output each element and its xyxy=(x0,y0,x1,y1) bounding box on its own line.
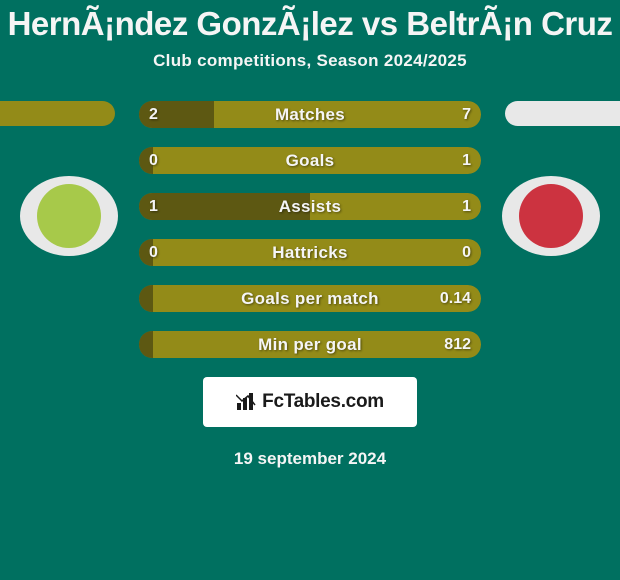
stat-label: Goals xyxy=(139,147,481,174)
club-crest-left-inner xyxy=(37,184,101,248)
comparison-content: 27Matches 01Goals 11Assists 00Hattricks 0.14… xyxy=(0,101,620,358)
stat-row: 0.14Goals per match xyxy=(139,285,481,312)
stat-label: Min per goal xyxy=(139,331,481,358)
watermark: FcTables.com xyxy=(203,377,417,427)
club-crest-right xyxy=(502,176,600,256)
stat-label: Assists xyxy=(139,193,481,220)
stat-row: 27Matches xyxy=(139,101,481,128)
comparison-subtitle: Club competitions, Season 2024/2025 xyxy=(0,51,620,71)
stat-bars: 27Matches 01Goals 11Assists 00Hattricks 0.14… xyxy=(139,101,481,358)
chart-bar-icon xyxy=(236,393,258,411)
comparison-date: 19 september 2024 xyxy=(0,449,620,469)
stat-row: 00Hattricks xyxy=(139,239,481,266)
player-shape-left xyxy=(0,101,115,126)
stat-label: Goals per match xyxy=(139,285,481,312)
club-crest-left xyxy=(20,176,118,256)
watermark-text: FcTables.com xyxy=(262,391,384,413)
stat-row: 01Goals xyxy=(139,147,481,174)
club-crest-right-inner xyxy=(519,184,583,248)
stat-row: 812Min per goal xyxy=(139,331,481,358)
comparison-title: HernÃ¡ndez GonzÃ¡lez vs BeltrÃ¡n Cruz xyxy=(0,0,620,43)
player-shape-right xyxy=(505,101,620,126)
stat-row: 11Assists xyxy=(139,193,481,220)
stat-label: Hattricks xyxy=(139,239,481,266)
stat-label: Matches xyxy=(139,101,481,128)
